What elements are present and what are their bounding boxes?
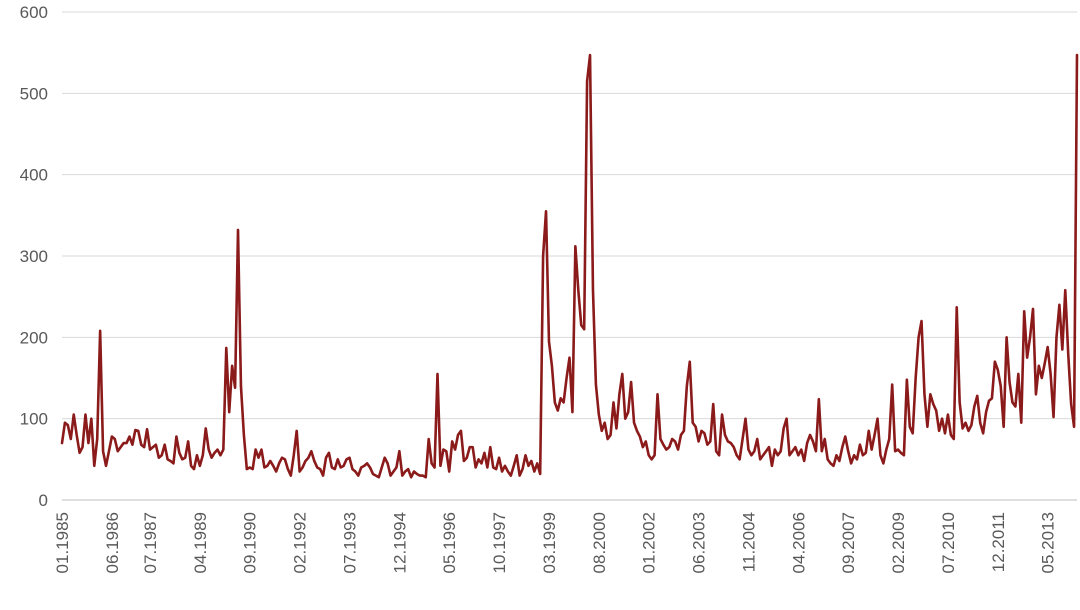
y-tick-label: 600	[20, 3, 48, 22]
x-tick-label: 01.2002	[640, 512, 659, 573]
x-tick-label: 02.1992	[291, 512, 310, 573]
x-tick-label: 10.1997	[490, 512, 509, 573]
x-tick-label: 07.2010	[939, 512, 958, 573]
x-tick-label: 03.1999	[540, 512, 559, 573]
x-tick-label: 06.2003	[690, 512, 709, 573]
x-tick-label: 12.1994	[390, 512, 409, 573]
gridlines	[62, 11, 1077, 501]
x-tick-label: 04.1989	[191, 512, 210, 573]
x-tick-label: 09.1990	[241, 512, 260, 573]
x-tick-label: 05.2013	[1039, 512, 1058, 573]
x-tick-label: 07.1993	[340, 512, 359, 573]
y-tick-label: 300	[20, 247, 48, 266]
x-tick-label: 12.2011	[989, 512, 1008, 572]
y-tick-label: 400	[20, 166, 48, 185]
y-tick-label: 500	[20, 84, 48, 103]
x-tick-label: 08.2000	[590, 512, 609, 573]
x-tick-label: 07.1987	[141, 512, 160, 573]
y-tick-label: 100	[20, 410, 48, 429]
x-tick-label: 01.1985	[53, 512, 72, 573]
x-axis-tick-labels: 01.1985 06.1986 07.1987 04.1989 09.1990 02.19…	[53, 512, 1058, 573]
x-tick-label: 02.2009	[889, 512, 908, 573]
y-axis-tick-labels: 0 100 200 300 400 500 600	[20, 3, 48, 510]
x-tick-label: 06.1986	[103, 512, 122, 573]
x-tick-label: 05.1996	[440, 512, 459, 573]
x-tick-label: 11.2004	[739, 512, 758, 572]
y-tick-label: 0	[39, 491, 48, 510]
x-tick-label: 09.2007	[839, 512, 858, 573]
y-tick-label: 200	[20, 328, 48, 347]
series-line	[60, 53, 1079, 479]
x-tick-label: 04.2006	[789, 512, 808, 573]
